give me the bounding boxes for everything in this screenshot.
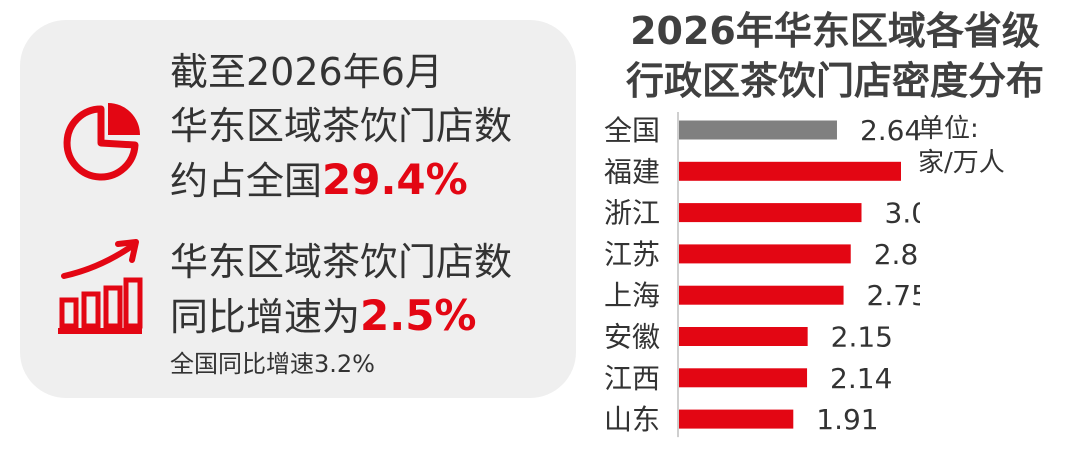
growth-prefix: 同比增速为 [170,295,361,339]
value-label: 2.75 [867,279,920,312]
bar [679,409,794,429]
category-label: 江西 [604,362,660,395]
density-bar-chart: 全国2.64福建3.71浙江3.05江苏2.87上海2.75安徽2.15江西2.… [604,112,920,438]
pie-chart-icon [63,103,140,181]
bar [679,244,851,264]
category-label: 江苏 [604,238,660,271]
value-label: 2.64 [860,114,920,147]
value-label: 2.87 [874,238,920,271]
chart-unit-line-1: 单位: [918,114,979,144]
bar [679,285,844,305]
bar [679,203,862,223]
chart-unit-line-2: 家/万人 [918,148,1005,178]
category-label: 安徽 [604,321,660,354]
rising-bar-chart-icon [58,239,143,334]
bar [679,368,808,388]
bar [679,327,808,346]
share-value: 29.4% [322,155,468,204]
value-label: 2.14 [830,362,892,395]
stats-card [20,20,576,398]
chart-title-line-2: 行政区茶饮门店密度分布 [625,59,1044,103]
growth-subject-line: 华东区域茶饮门店数 [170,240,513,284]
national-growth-note: 全国同比增速3.2% [170,350,375,378]
share-subject-line: 华东区域茶饮门店数 [170,104,513,148]
category-label: 上海 [604,279,660,312]
chart-unit: 单位: 家/万人 [918,112,1005,180]
value-label: 3.05 [885,197,920,230]
category-label: 全国 [604,114,660,147]
share-prefix: 约占全国 [170,159,323,203]
growth-value-line: 同比增速为2.5% [170,291,477,340]
value-label: 2.15 [831,321,893,354]
bar [679,120,837,140]
chart-title: 2026年华东区域各省级 行政区茶饮门店密度分布 [590,6,1080,106]
share-value-line: 约占全国29.4% [170,155,468,204]
category-label: 山东 [604,403,660,436]
share-date-line: 截至2026年6月 [170,50,443,94]
bar [679,161,901,181]
chart-title-line-1: 2026年华东区域各省级 [630,9,1040,53]
growth-value: 2.5% [360,291,477,340]
value-label: 1.91 [816,403,878,436]
category-label: 福建 [604,155,660,188]
category-label: 浙江 [604,197,660,230]
